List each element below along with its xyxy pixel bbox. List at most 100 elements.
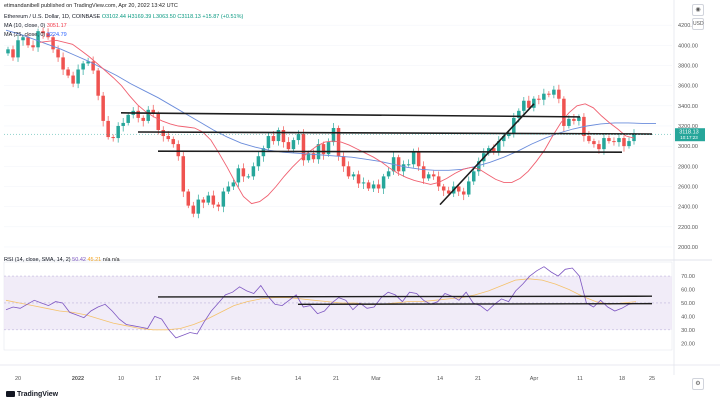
candle-body	[11, 49, 15, 58]
candle	[321, 141, 326, 160]
candle-body	[26, 37, 30, 46]
rsi-line	[5, 266, 637, 339]
candle-body	[436, 176, 441, 187]
candle	[6, 46, 10, 56]
candle-body	[612, 141, 616, 143]
candle-body	[456, 186, 461, 192]
candle-body	[236, 168, 241, 183]
candle-body	[321, 144, 326, 155]
candle-body	[51, 37, 55, 50]
candle	[236, 164, 241, 187]
candle-body	[507, 134, 511, 137]
price-tick-label: 3200.00	[678, 124, 698, 130]
candle-body	[562, 98, 566, 126]
candle	[11, 45, 15, 61]
candle	[386, 167, 391, 179]
candle	[381, 173, 386, 195]
rsi-label: RSI (14, close, SMA, 14, 2)	[4, 257, 71, 263]
candle-body	[276, 129, 281, 142]
candle	[537, 95, 541, 105]
candle-body	[271, 136, 276, 142]
candle-body	[311, 153, 316, 160]
candle	[466, 176, 471, 198]
ma10-legend[interactable]: MA (10, close, 0) 3051.17	[4, 23, 67, 29]
candle	[206, 191, 211, 206]
price-tick-label: 2000.00	[678, 245, 698, 251]
time-tick-label: 17	[155, 376, 161, 382]
time-tick-label: 14	[295, 376, 301, 382]
time-tick-label: 18	[619, 376, 625, 382]
logo-text: TradingView	[17, 391, 59, 398]
candle-body	[121, 122, 125, 126]
publish-line: etimandanibell published on TradingView.…	[4, 3, 178, 9]
candle-body	[96, 70, 100, 96]
rsi-ma-value: 45.21	[87, 257, 102, 263]
time-tick-label: Apr	[530, 376, 539, 382]
candle-body	[81, 63, 85, 70]
rsi-legend[interactable]: RSI (14, close, SMA, 14, 2) 50.42 45.21 …	[4, 257, 120, 263]
candle-body	[466, 181, 471, 195]
rsi-tick-label: 70.00	[681, 274, 695, 280]
candle-body	[341, 156, 346, 167]
candle	[41, 27, 45, 39]
candle-body	[226, 186, 231, 192]
candle-body	[36, 31, 40, 48]
candle	[276, 127, 281, 146]
candle-body	[86, 61, 90, 64]
rsi-tick-label: 40.00	[681, 314, 695, 320]
candle-body	[542, 93, 546, 100]
candle	[96, 67, 100, 101]
candle-body	[291, 140, 296, 150]
candle-body	[527, 100, 531, 108]
candle	[91, 56, 95, 75]
camera-icon[interactable]: ◉	[692, 4, 704, 16]
candle-body	[171, 139, 176, 145]
candle-body	[567, 118, 571, 126]
time-tick-label: 10	[118, 376, 124, 382]
candle-body	[557, 89, 561, 99]
candle-body	[632, 134, 636, 142]
candle-body	[461, 191, 466, 195]
candle-body	[306, 153, 311, 161]
candle-body	[446, 190, 451, 194]
candle	[111, 134, 115, 142]
candle-body	[111, 137, 115, 139]
candle	[401, 160, 406, 177]
candle-body	[351, 174, 356, 177]
ma10-line	[39, 39, 635, 205]
candle	[331, 123, 336, 146]
price-tick-label: 2600.00	[678, 184, 698, 190]
ma25-label: MA (25, close, 0)	[4, 32, 46, 38]
candle	[181, 151, 186, 198]
candle	[592, 138, 596, 148]
rsi-tick-label: 20.00	[681, 341, 695, 347]
ma25-legend[interactable]: MA (25, close, 0) 3224.79	[4, 32, 67, 38]
candle	[226, 181, 231, 195]
candle-body	[627, 141, 631, 147]
price-trendline	[439, 103, 535, 206]
candle-body	[296, 134, 301, 141]
candle	[471, 168, 476, 185]
settings-icon[interactable]: ⚙	[692, 378, 704, 390]
candle	[246, 173, 251, 179]
candle	[46, 28, 50, 40]
time-tick-label: Feb	[231, 376, 240, 382]
candle-body	[547, 93, 551, 95]
rsi-tick-label: 60.00	[681, 288, 695, 294]
currency-badge[interactable]: USD	[692, 18, 704, 30]
ma10-label: MA (10, close, 0)	[4, 23, 46, 29]
candle	[16, 35, 20, 62]
candle	[527, 95, 531, 111]
candle	[617, 133, 621, 147]
candle-body	[71, 75, 75, 84]
candle	[81, 60, 85, 76]
candle-body	[186, 191, 191, 206]
candle-body	[517, 110, 521, 118]
ohlc-values: O3102.44 H3169.39 L3063.50 C3118.13 +15.…	[101, 14, 244, 20]
candle-body	[416, 151, 421, 167]
candle-body	[492, 148, 496, 152]
candle-body	[532, 98, 536, 108]
candle	[607, 135, 611, 144]
candle-body	[326, 142, 331, 155]
